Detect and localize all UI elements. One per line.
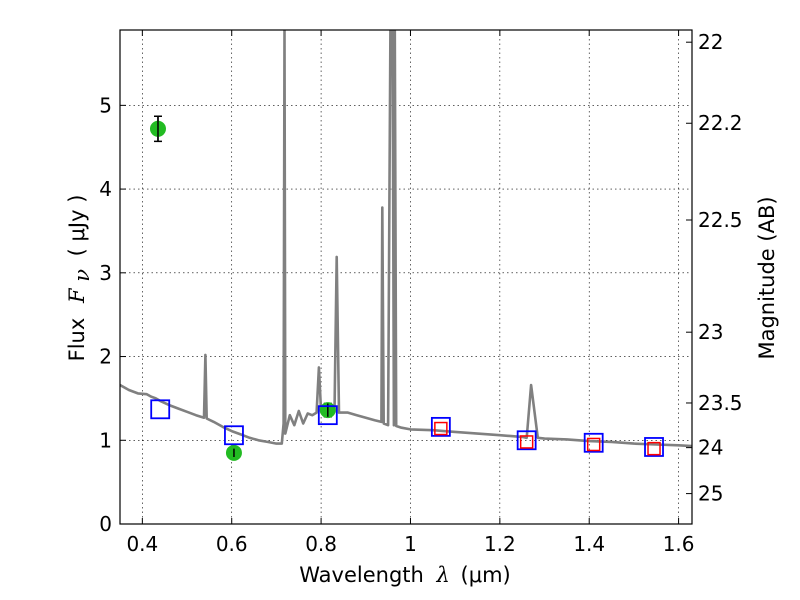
y-tick-label: 5 [99, 93, 112, 117]
model-photometry-square [516, 430, 537, 451]
model-photometry-square [583, 432, 604, 453]
x-axis-title-unit: (μm) [461, 563, 511, 587]
spectrum-line [120, 30, 692, 448]
model-photometry-square [150, 399, 171, 420]
x-axis-title-symbol: λ [436, 563, 450, 587]
grid [120, 30, 692, 524]
y2-tick-label: 23 [698, 320, 723, 344]
x-tick-label: 1.2 [484, 532, 516, 556]
x-axis-title: Wavelength λ (μm) [299, 563, 510, 587]
markers [149, 115, 664, 461]
y-tick-label: 4 [99, 177, 112, 201]
plot-frame [119, 29, 693, 525]
model-photometry-inner-square [586, 437, 601, 452]
y-tick-label: 3 [99, 261, 112, 285]
y-tick-label: 0 [99, 512, 112, 536]
model-photometry-inner-square [519, 435, 534, 449]
y-axis: 0 1 2 3 4 5 [99, 93, 126, 536]
y2-tick-label: 24 [698, 436, 723, 460]
x-tick-label: 0.8 [305, 532, 337, 556]
model-photometry-square [317, 405, 338, 426]
x-axis-title-text: Wavelength [299, 563, 424, 587]
y2-tick-label: 25 [698, 482, 723, 506]
y2-tick-label: 22.2 [698, 111, 743, 135]
model-photometry-inner-square [647, 441, 661, 456]
y-axis-title-symbol: F [65, 287, 89, 304]
model-photometry-square [224, 425, 244, 446]
svg-text:Wavelength λ (μm): Wavelength λ (μm) [299, 563, 510, 587]
x-axis: 0.4 0.6 0.8 1 1.2 1.4 1.6 [126, 30, 695, 556]
svg-text:Flux F ν ( μ: Flux F ν ( μJy ) [65, 195, 94, 362]
y-axis-title: Flux F ν ( μJy ) [65, 195, 94, 362]
y2-tick-label: 23.5 [698, 391, 743, 415]
spectrum-path [120, 30, 692, 448]
model-photometry-inner-square [434, 421, 448, 436]
y2-tick-label: 22 [698, 30, 723, 54]
y2-axis: 22 22.2 22.5 23 23.5 24 25 [686, 30, 743, 506]
y2-axis-title: Magnitude (AB) [755, 196, 779, 359]
y-axis-title-text: Flux [65, 318, 89, 362]
x-tick-label: 0.4 [126, 532, 158, 556]
x-tick-label: 1.6 [663, 532, 695, 556]
y-tick-label: 1 [99, 428, 112, 452]
x-tick-label: 1.4 [573, 532, 605, 556]
x-tick-label: 0.6 [216, 532, 248, 556]
y-axis-title-unit: ( μJy ) [65, 195, 89, 257]
x-tick-label: 1 [404, 532, 417, 556]
model-photometry-square [644, 437, 664, 457]
y2-tick-label: 22.5 [698, 208, 743, 232]
y-tick-label: 2 [99, 345, 112, 369]
model-photometry-square [430, 416, 451, 437]
y-axis-title-subscript: ν [70, 269, 94, 282]
